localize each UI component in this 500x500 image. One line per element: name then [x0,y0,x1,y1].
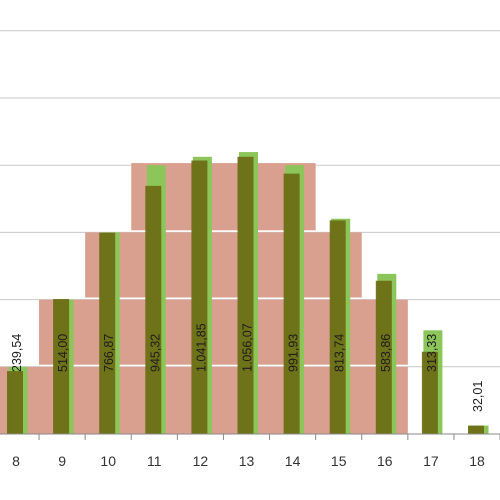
bar-olive [283,173,300,434]
bar-olive [421,351,438,434]
data-label: 32,01 [471,381,485,412]
x-axis: 8 9 10 11 12 13 14 15 16 17 18 [0,433,500,469]
bar-olive [7,371,23,434]
bar-olive [237,156,254,435]
olive-bars [7,156,484,435]
x-tick-label: 12 [193,453,209,469]
x-tick-label: 15 [331,453,347,469]
data-label: 1.041,85 [194,323,208,372]
data-labels: 239,54 514,00 766,87 945,32 1.041,85 1.056,07… [10,323,485,412]
x-tick-label: 18 [469,453,485,469]
x-tick-label: 16 [377,453,393,469]
data-label: 945,32 [148,334,162,372]
bar-olive [191,160,208,434]
bar-olive [145,185,162,434]
x-tick-label: 13 [239,453,255,469]
data-label: 583,86 [379,334,393,372]
background-band [85,232,362,298]
data-label: 239,54 [10,334,24,372]
x-tick-label: 10 [100,453,116,469]
x-tick-label: 11 [147,453,162,469]
data-label: 991,93 [287,334,301,372]
background-band [39,299,408,365]
data-label: 514,00 [56,334,70,372]
bar-olive [99,232,116,434]
x-tick-label: 8 [12,453,20,469]
data-label: 313,33 [425,334,439,372]
x-tick-label: 14 [285,453,301,469]
data-label: 766,87 [102,334,116,372]
bar-olive [468,425,484,434]
x-tick-label: 9 [58,453,66,469]
data-label: 1.056,07 [241,323,255,372]
data-label: 813,74 [333,334,347,372]
bar-olive [53,299,70,434]
bar-olive [375,280,392,434]
bar-olive [329,220,346,434]
x-tick-label: 17 [423,453,439,469]
